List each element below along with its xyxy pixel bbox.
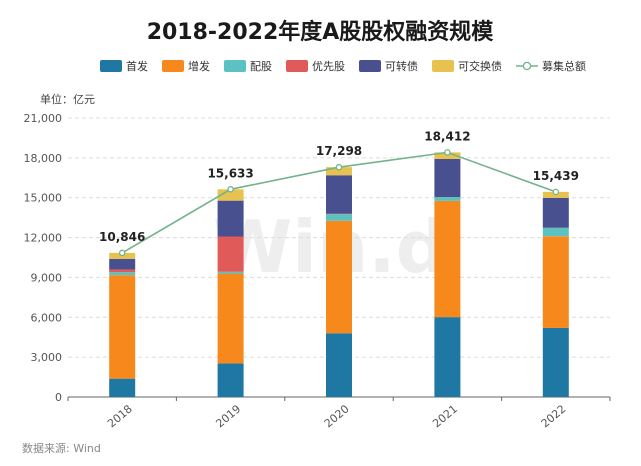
gridlines <box>68 117 610 358</box>
bar-segment <box>542 197 569 228</box>
bar-segment <box>109 258 136 270</box>
bar-segment <box>109 378 136 397</box>
total-data-label: 17,298 <box>316 144 362 158</box>
bar-segment <box>109 269 136 273</box>
y-tick-label: 15,000 <box>24 192 63 205</box>
x-tick-label: 2019 <box>213 402 243 430</box>
legend: 首发 增发 配股 优先股 可转债 可交换债 募集总额 <box>100 59 586 73</box>
total-point <box>227 186 234 193</box>
bar-segment <box>434 152 461 159</box>
bar-segment <box>217 273 244 364</box>
legend-swatch <box>286 60 308 72</box>
chart-title: 2018-2022年度A股股权融资规模 <box>147 19 495 45</box>
source-note: 数据来源: Wind <box>22 441 101 455</box>
legend-label: 可转债 <box>385 59 418 73</box>
y-axis: 0 3,000 6,000 9,000 12,000 15,000 18,000 21,000 <box>24 112 610 404</box>
legend-swatch <box>432 60 454 72</box>
total-point <box>552 188 560 196</box>
legend-swatch-marker <box>522 61 532 71</box>
x-tick-label: 2021 <box>430 402 460 430</box>
x-tick-label: 2018 <box>105 402 135 430</box>
total-line: 10,846 15,633 17,298 18,412 15,439 <box>99 129 579 257</box>
legend-swatch <box>162 60 184 72</box>
bar-segment <box>217 271 244 274</box>
legend-label: 首发 <box>126 59 148 73</box>
y-tick-label: 21,000 <box>24 112 63 125</box>
bar-segment <box>326 220 352 334</box>
total-data-label: 18,412 <box>424 129 470 143</box>
legend-label: 优先股 <box>312 60 345 73</box>
bar-segment <box>326 333 352 397</box>
bar-segment <box>326 175 352 214</box>
y-tick-label: 3,000 <box>31 351 63 364</box>
total-data-label: 15,633 <box>207 166 253 180</box>
total-point <box>118 249 126 257</box>
bar-segment <box>326 214 352 221</box>
bar-segment <box>217 200 244 237</box>
legend-label: 可交换债 <box>458 59 502 73</box>
total-data-label: 10,846 <box>99 230 145 244</box>
bar-segment <box>109 275 136 379</box>
bar-segment <box>434 158 461 198</box>
bar-segment <box>542 327 569 397</box>
x-tick-label: 2022 <box>539 402 569 430</box>
bar-segment <box>434 200 461 318</box>
total-point <box>444 149 451 156</box>
unit-label: 单位：亿元 <box>40 92 95 106</box>
y-tick-label: 12,000 <box>24 232 63 245</box>
y-tick-label: 9,000 <box>31 271 63 284</box>
bar-segment <box>109 272 136 276</box>
bar-segment <box>217 363 244 397</box>
total-point <box>335 163 343 171</box>
legend-label: 募集总额 <box>542 59 586 73</box>
bar-segment <box>217 189 244 201</box>
total-data-label: 15,439 <box>533 169 579 183</box>
bar-segment <box>434 197 461 201</box>
y-tick-label: 6,000 <box>31 311 63 324</box>
legend-label: 配股 <box>250 60 272 73</box>
legend-swatch <box>100 60 122 72</box>
bar-segment <box>326 167 352 176</box>
bar-segment <box>217 236 244 272</box>
bar-segment <box>542 227 569 237</box>
legend-label: 增发 <box>188 59 210 73</box>
legend-swatch <box>224 60 246 72</box>
x-axis: 2018 2019 2020 2021 2022 <box>67 397 611 430</box>
bars <box>109 152 569 397</box>
x-tick-label: 2020 <box>322 402 352 430</box>
bar-segment <box>542 236 569 328</box>
y-tick-label: 0 <box>55 391 62 404</box>
y-tick-label: 18,000 <box>24 152 63 165</box>
legend-swatch <box>359 60 381 72</box>
bar-segment <box>434 317 461 397</box>
